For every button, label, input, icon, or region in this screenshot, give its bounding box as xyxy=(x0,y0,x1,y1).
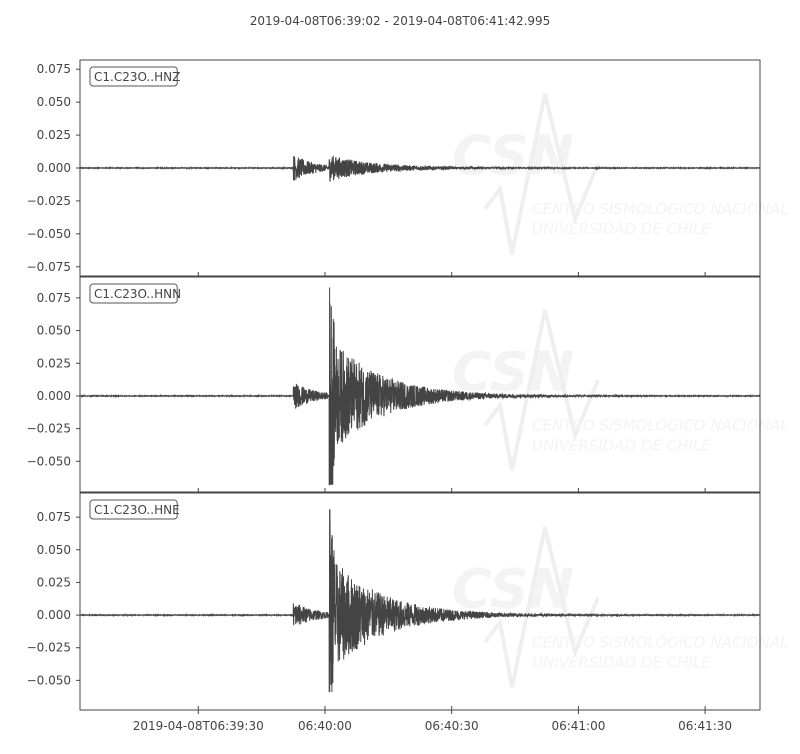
csn-watermark-logo: CSN CENTRO SISMOLÓGICO NACIONAL UNIVERSIDA… xyxy=(452,526,788,688)
y-tick-label: 0.000 xyxy=(37,389,71,403)
y-tick-label: 0.025 xyxy=(37,575,71,589)
watermark-line1: CENTRO SISMOLÓGICO NACIONAL xyxy=(532,632,788,651)
y-tick-label: 0.050 xyxy=(37,95,71,109)
y-tick-label: 0.000 xyxy=(37,608,71,622)
waveform-line xyxy=(79,155,761,182)
y-tick-label: 0.075 xyxy=(37,291,71,305)
y-tick-label: 0.025 xyxy=(37,356,71,370)
x-axis: 2019-04-08T06:39:30 06:40:00 06:40:30 06:41… xyxy=(133,710,732,733)
y-tick-label: 0.025 xyxy=(37,128,71,142)
y-tick-label: 0.000 xyxy=(37,161,71,175)
axes-frame xyxy=(79,276,761,493)
y-tick-label: 0.075 xyxy=(37,510,71,524)
waveform-line xyxy=(79,287,761,486)
watermark-wave-icon xyxy=(483,93,600,255)
trace-panel-2: CSN CENTRO SISMOLÓGICO NACIONAL UNIVERSIDA… xyxy=(27,492,788,711)
csn-watermark-logo: CSN CENTRO SISMOLÓGICO NACIONAL UNIVERSIDA… xyxy=(452,309,788,471)
y-tick-label: 0.050 xyxy=(37,324,71,338)
y-tick-label: −0.050 xyxy=(27,227,71,241)
watermark-wave-icon xyxy=(483,309,600,471)
y-tick-label: 0.075 xyxy=(37,62,71,76)
watermark-csn: CSN xyxy=(452,557,574,620)
trace-label: C1.C23O..HNN xyxy=(89,283,181,304)
x-tick-label: 06:40:30 xyxy=(425,719,479,733)
x-tick-label: 06:41:30 xyxy=(678,719,732,733)
y-tick-label: −0.025 xyxy=(27,422,71,436)
trace-panel-0: CSN CENTRO SISMOLÓGICO NACIONAL UNIVERSIDA… xyxy=(27,59,788,277)
watermark-line2: UNIVERSIDAD DE CHILE xyxy=(532,653,711,671)
watermark-wave-icon xyxy=(483,526,600,688)
watermark-csn: CSN xyxy=(452,340,574,403)
watermark-line1: CENTRO SISMOLÓGICO NACIONAL xyxy=(532,199,788,218)
watermark-csn: CSN xyxy=(452,124,574,187)
trace-label-box xyxy=(89,66,178,87)
trace-label-text: C1.C23O..HNN xyxy=(94,287,181,301)
chart-title: 2019-04-08T06:39:02 - 2019-04-08T06:41:4… xyxy=(250,14,551,28)
axes-frame xyxy=(79,492,761,711)
y-tick-label: −0.050 xyxy=(27,673,71,687)
y-tick-label: −0.025 xyxy=(27,641,71,655)
watermark-line2: UNIVERSIDAD DE CHILE xyxy=(532,436,711,454)
trace-label: C1.C23O..HNZ xyxy=(89,66,180,87)
watermark-line2: UNIVERSIDAD DE CHILE xyxy=(532,220,711,238)
y-tick-label: −0.050 xyxy=(27,454,71,468)
csn-watermark-logo: CSN CENTRO SISMOLÓGICO NACIONAL UNIVERSIDA… xyxy=(452,93,788,255)
waveform-line xyxy=(79,509,761,693)
y-tick-label: 0.050 xyxy=(37,543,71,557)
x-tick-label: 06:40:00 xyxy=(298,719,352,733)
x-tick-label: 06:41:00 xyxy=(551,719,605,733)
trace-label-text: C1.C23O..HNZ xyxy=(94,70,180,84)
trace-label-text: C1.C23O..HNE xyxy=(94,503,180,517)
trace-label: C1.C23O..HNE xyxy=(89,499,180,520)
y-tick-label: −0.025 xyxy=(27,194,71,208)
y-tick-label: −0.075 xyxy=(27,260,71,274)
trace-label-box xyxy=(89,499,178,520)
trace-panel-1: CSN CENTRO SISMOLÓGICO NACIONAL UNIVERSIDA… xyxy=(27,276,788,493)
watermark-line1: CENTRO SISMOLÓGICO NACIONAL xyxy=(532,415,788,434)
x-tick-label: 2019-04-08T06:39:30 xyxy=(133,719,264,733)
trace-label-box xyxy=(89,283,178,304)
